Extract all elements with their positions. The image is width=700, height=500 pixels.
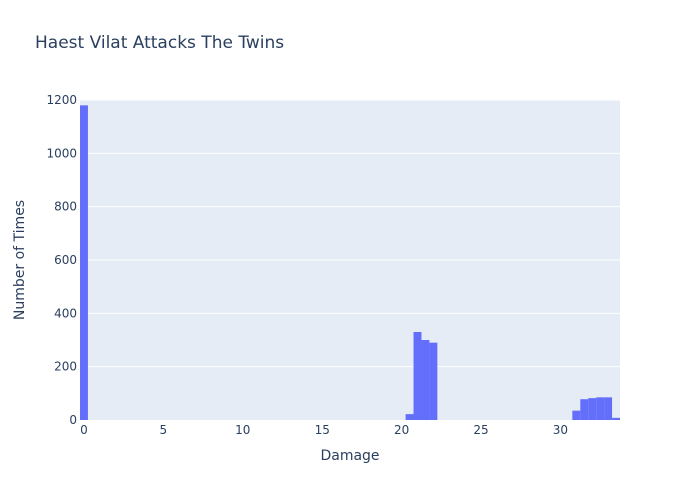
gridlines (80, 99, 620, 368)
x-axis-ticks: 0 5 10 15 20 25 30 (80, 423, 568, 437)
bar (612, 417, 620, 420)
chart-title: Haest Vilat Attacks The Twins (35, 33, 285, 53)
bar (80, 105, 88, 420)
y-tick-label: 1000 (46, 146, 77, 160)
bar (604, 397, 613, 420)
x-tick-label: 5 (160, 423, 168, 437)
bar (580, 399, 589, 420)
y-axis-ticks: 0 200 400 600 800 1000 1200 (46, 93, 77, 427)
y-axis-title: Number of Times (12, 200, 28, 320)
bar (413, 332, 422, 420)
y-tick-label: 800 (54, 200, 77, 214)
bar (405, 414, 414, 420)
x-tick-label: 10 (235, 423, 250, 437)
x-tick-label: 20 (394, 423, 409, 437)
y-tick-label: 200 (54, 360, 77, 374)
bar (572, 410, 581, 420)
x-tick-label: 25 (473, 423, 488, 437)
bars (80, 105, 620, 420)
x-tick-label: 15 (315, 423, 330, 437)
y-tick-label: 1200 (46, 93, 77, 107)
y-tick-label: 0 (69, 413, 77, 427)
x-axis-title: Damage (320, 448, 379, 464)
y-tick-label: 600 (54, 253, 77, 267)
bar (421, 340, 430, 420)
x-tick-label: 30 (553, 423, 568, 437)
x-tick-label: 0 (80, 423, 88, 437)
y-tick-label: 400 (54, 306, 77, 320)
bar (596, 397, 605, 420)
bar (429, 342, 438, 420)
bar (588, 398, 597, 420)
